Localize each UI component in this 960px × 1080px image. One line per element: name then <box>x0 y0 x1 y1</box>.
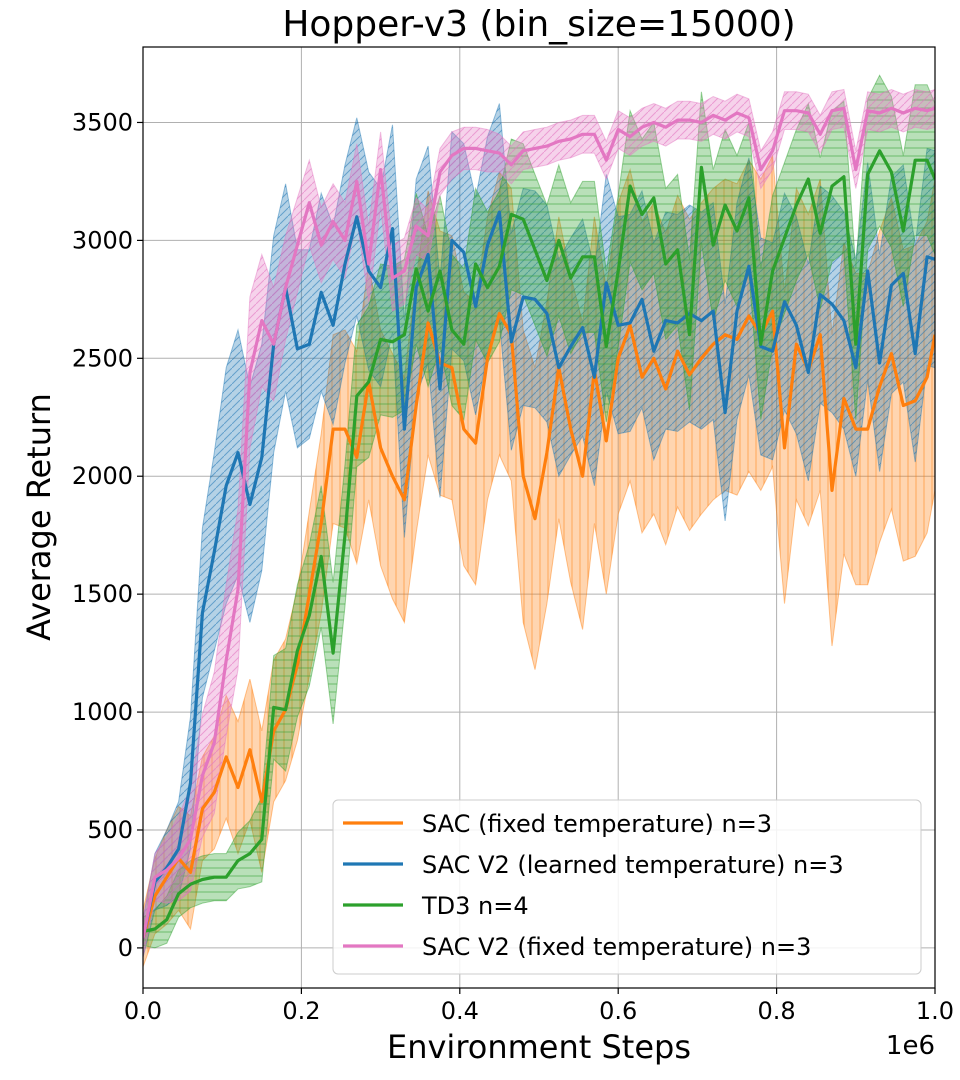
series-lines <box>143 106 935 939</box>
y-axis-title: Average Return <box>20 393 58 641</box>
confidence-bands <box>143 74 935 967</box>
chart-title: Hopper-v3 (bin_size=15000) <box>282 4 795 45</box>
legend: SAC (fixed temperature) n=3 SAC V2 (learn… <box>332 799 922 975</box>
legend-label-2: SAC V2 (learned temperature) n=3 <box>422 851 844 879</box>
y-tick-label: 1000 <box>72 698 133 726</box>
legend-label-4: SAC V2 (fixed temperature) n=3 <box>422 933 811 961</box>
plot-frame <box>142 46 936 989</box>
legend-label-1: SAC (fixed temperature) n=3 <box>422 810 772 838</box>
y-axis-ticks: 0 500 1000 1500 2000 2500 3000 3500 <box>72 108 143 962</box>
x-tick-label: 0.6 <box>599 997 637 1025</box>
x-axis-ticks: 0.0 0.2 0.4 0.6 0.8 1.0 <box>124 988 954 1025</box>
x-tick-label: 0.0 <box>124 997 162 1025</box>
band-hatch-4 <box>143 89 935 958</box>
legend-label-3: TD3 n=4 <box>421 892 529 920</box>
y-tick-label: 0 <box>118 934 133 962</box>
series-line-3 <box>143 149 935 933</box>
y-tick-label: 1500 <box>72 580 133 608</box>
x-tick-label: 1.0 <box>916 997 954 1025</box>
legend-box <box>332 799 922 975</box>
x-tick-label: 0.8 <box>758 997 796 1025</box>
y-tick-label: 2500 <box>72 344 133 372</box>
x-tick-label: 0.2 <box>282 997 320 1025</box>
x-axis-offset-label: 1e6 <box>886 1031 935 1061</box>
y-tick-label: 3000 <box>72 226 133 254</box>
y-tick-label: 500 <box>87 816 133 844</box>
band-hatch-3 <box>143 75 935 948</box>
series-line-4 <box>143 106 935 939</box>
y-tick-label: 3500 <box>72 108 133 136</box>
x-tick-label: 0.4 <box>441 997 479 1025</box>
x-axis-title: Environment Steps <box>387 1028 691 1066</box>
y-tick-label: 2000 <box>72 462 133 490</box>
